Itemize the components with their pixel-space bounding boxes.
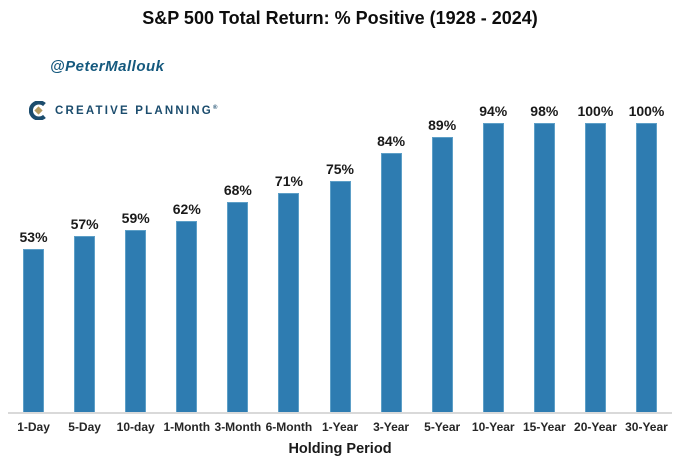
- bar-value-label: 62%: [172, 200, 201, 217]
- bar-column: 68%: [212, 103, 263, 413]
- bar-value-label: 89%: [428, 117, 457, 134]
- bar-value-label: 100%: [628, 103, 665, 119]
- x-axis-tick-label: 1-Month: [163, 420, 211, 434]
- bar-column: 98%: [519, 103, 570, 413]
- x-axis-line: [8, 412, 672, 414]
- bar-column: 84%: [366, 103, 417, 413]
- attribution-handle: @PeterMallouk: [50, 58, 165, 75]
- bar-value-label: 98%: [530, 103, 559, 119]
- x-axis-tick-label: 20-Year: [574, 420, 617, 434]
- creative-planning-logo: CREATIVE PLANNING®: [29, 101, 220, 120]
- bar: [635, 123, 657, 413]
- x-axis-title: Holding Period: [288, 441, 392, 457]
- bar-value-label: 59%: [121, 210, 150, 227]
- bar: [329, 180, 351, 413]
- bar-column: 62%: [161, 103, 212, 413]
- bar-column: 53%: [8, 103, 59, 413]
- bar-column: 94%: [468, 103, 519, 413]
- bar-value-label: 84%: [377, 132, 406, 149]
- bar: [278, 192, 300, 413]
- bar-column: 100%: [570, 103, 621, 413]
- bar: [125, 230, 147, 413]
- x-axis-tick-label: 30-Year: [625, 420, 668, 434]
- bar-value-label: 94%: [479, 103, 508, 119]
- bar: [227, 202, 249, 413]
- logo-wordmark: CREATIVE PLANNING®: [55, 104, 220, 117]
- bar-column: 100%: [621, 103, 672, 413]
- bar: [584, 123, 606, 413]
- bar: [176, 220, 198, 413]
- bar-value-label: 57%: [70, 216, 99, 233]
- x-axis-tick-label: 3-Month: [214, 420, 262, 434]
- x-axis-tick-label: 5-Year: [424, 420, 461, 434]
- trademark-symbol: ®: [212, 104, 220, 111]
- bar: [23, 248, 45, 413]
- x-axis-tick-label: 10-day: [116, 420, 155, 434]
- x-axis-tick-label: 6-Month: [265, 420, 313, 434]
- bar: [380, 152, 402, 413]
- x-axis-tick-labels: 1-Day 5-Day 10-day 1-Month 3-Month 6-Month 1-Y…: [8, 420, 672, 434]
- bar: [74, 236, 96, 413]
- bar-column: 59%: [110, 103, 161, 413]
- bar: [482, 123, 504, 413]
- x-axis-tick-label: 15-Year: [522, 420, 566, 434]
- bar-column: 75%: [314, 103, 365, 413]
- bar: [431, 137, 453, 413]
- bar-column: 57%: [59, 103, 110, 413]
- plot-area: 53% 57% 59% 62% 68% 71% 75% 84% 89% 94% 98% 100% 100…: [8, 103, 672, 413]
- x-axis-tick-label: 10-Year: [471, 420, 515, 434]
- bar-value-label: 53%: [19, 228, 48, 245]
- bar-value-label: 75%: [325, 160, 355, 177]
- bar-value-label: 71%: [274, 172, 303, 189]
- bar-column: 89%: [417, 103, 468, 413]
- bar-value-label: 100%: [577, 103, 614, 119]
- creative-planning-c-icon: [29, 101, 48, 120]
- bar-value-label: 68%: [223, 182, 252, 199]
- x-axis-tick-label: 3-Year: [373, 420, 410, 434]
- chart-title: S&P 500 Total Return: % Positive (1928 -…: [142, 8, 538, 28]
- x-axis-tick-label: 5-Day: [68, 420, 101, 434]
- bar-column: 71%: [263, 103, 314, 413]
- bar: [533, 123, 555, 413]
- x-axis-tick-label: 1-Year: [321, 420, 359, 434]
- x-axis-tick-label: 1-Day: [17, 420, 50, 434]
